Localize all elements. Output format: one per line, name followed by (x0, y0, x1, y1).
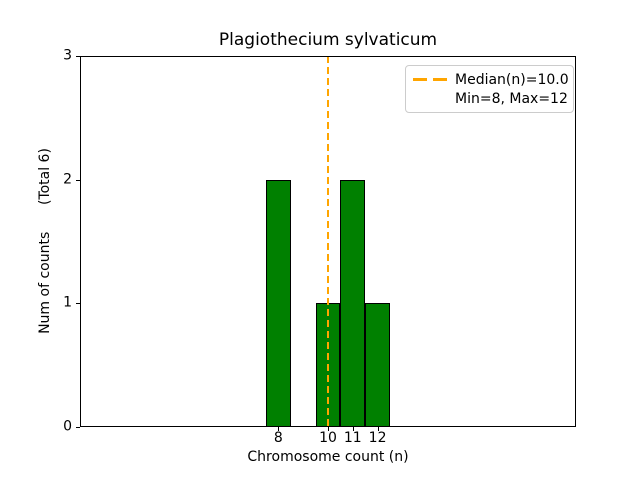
median-dashed-line-swatch (413, 78, 447, 81)
chart-title: Plagiothecium sylvaticum (218, 30, 438, 50)
legend-label-median: Median(n)=10.0 (455, 71, 569, 88)
x-tick-10 (328, 427, 329, 431)
legend-empty-handle (413, 97, 447, 100)
x-tick-11 (352, 427, 354, 431)
x-tick-label-8: 8 (273, 430, 283, 446)
x-tick-8 (278, 427, 280, 431)
plot-area (80, 56, 576, 427)
y-tick-label-2: 2 (63, 171, 72, 188)
x-tick-label-11: 11 (343, 430, 362, 446)
axes-frame (80, 56, 576, 427)
y-tick-1 (76, 303, 80, 305)
x-axis-label: Chromosome count (n) (247, 449, 409, 465)
y-tick-0 (76, 427, 80, 428)
bar-n12 (365, 303, 390, 427)
y-tick-3 (76, 56, 80, 57)
x-tick-12 (377, 427, 379, 431)
y-tick-label-3: 3 (63, 47, 72, 64)
legend-row-median: Median(n)=10.0 (413, 70, 569, 89)
y-tick-label-1: 1 (63, 294, 72, 311)
x-tick-label-12: 12 (368, 430, 387, 446)
legend: Median(n)=10.0 Min=8, Max=12 (405, 65, 574, 113)
legend-row-minmax: Min=8, Max=12 (413, 89, 568, 108)
y-tick-label-0: 0 (63, 418, 72, 435)
median-line (327, 56, 329, 427)
x-tick-label-10: 10 (319, 430, 337, 446)
y-tick-2 (76, 179, 80, 181)
legend-label-minmax: Min=8, Max=12 (455, 90, 568, 107)
